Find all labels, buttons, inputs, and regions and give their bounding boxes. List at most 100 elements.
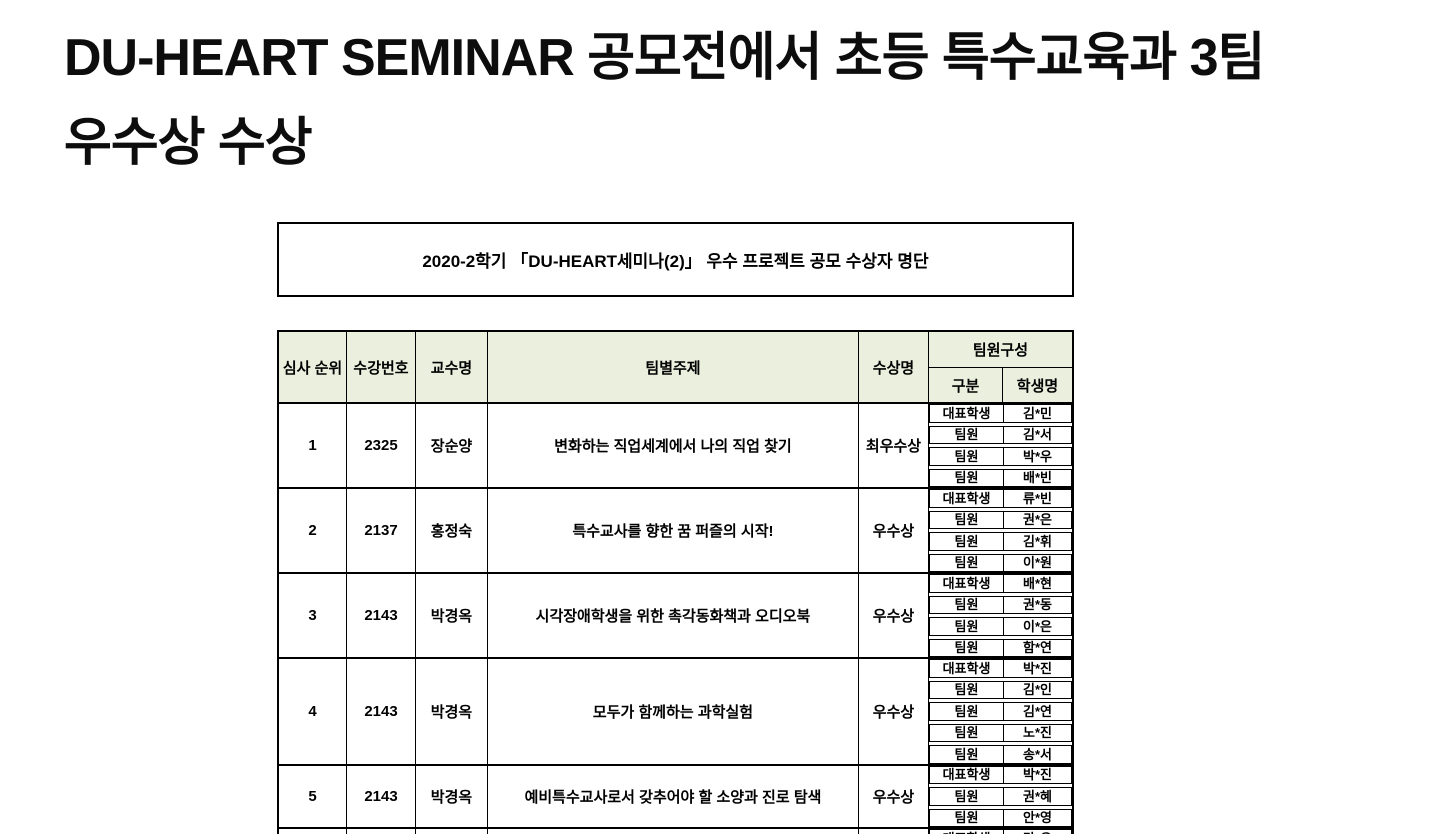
- professor-cell: 장순양: [416, 404, 488, 487]
- member-row: 대표학생 류*빈: [929, 489, 1072, 508]
- member-role-cell: 팀원: [930, 788, 1004, 805]
- member-row: 팀원 권*은: [929, 510, 1072, 529]
- member-role-cell: 대표학생: [930, 766, 1004, 783]
- course-no-cell: 2143: [347, 574, 416, 657]
- table-row: 4 2143 박경옥 모두가 함께하는 과학실험 우수상 대표학생 박*진 팀원 김*인 팀원 김*…: [279, 659, 1072, 766]
- table-row: 대표학생강*유: [279, 829, 1072, 834]
- table-row: 3 2143 박경옥 시각장애학생을 위한 촉각동화책과 오디오북 우수상 대표학생 배*현…: [279, 574, 1072, 659]
- header-member-name: 학생명: [1016, 377, 1059, 395]
- header-award: 수상명: [859, 332, 929, 402]
- member-name-cell: 권*혜: [1023, 788, 1052, 804]
- member-row: 팀원 노*진: [929, 723, 1072, 742]
- table-caption: 2020-2학기 「DU-HEART세미나(2)」 우수 프로젝트 공모 수상자…: [422, 252, 929, 271]
- topic-cell: 특수교사를 향한 꿈 퍼즐의 시작!: [488, 489, 859, 572]
- course-no-cell: 2325: [347, 404, 416, 487]
- professor-cell: 박경옥: [416, 659, 488, 764]
- member-row: 팀원 송*서: [929, 745, 1072, 764]
- member-name-cell: 강*유: [1004, 830, 1071, 834]
- member-row: 대표학생 배*현: [929, 574, 1072, 593]
- member-row: 팀원 김*휘: [929, 532, 1072, 551]
- member-row: 팀원 배*빈: [929, 468, 1072, 487]
- professor-cell: [416, 829, 488, 834]
- member-role-cell: 팀원: [930, 681, 1004, 698]
- course-no-cell: [347, 829, 416, 834]
- header-rank: 심사 순위: [279, 332, 347, 402]
- rank-cell: 1: [279, 404, 347, 487]
- member-row: 팀원 권*혜: [929, 787, 1072, 806]
- member-name-cell: 안*영: [1023, 810, 1052, 826]
- member-role-cell: 팀원: [930, 511, 1004, 528]
- member-role-cell: 대표학생: [930, 490, 1004, 507]
- member-role-cell: 팀원: [930, 703, 1004, 720]
- member-role-cell: 팀원: [930, 533, 1004, 550]
- table-body: 1 2325 장순양 변화하는 직업세계에서 나의 직업 찾기 최우수상 대표학생 김*민 팀…: [279, 404, 1072, 834]
- course-no-cell: 2137: [347, 489, 416, 572]
- member-name-cell: 권*동: [1023, 597, 1052, 613]
- topic-cell: 시각장애학생을 위한 촉각동화책과 오디오북: [488, 574, 859, 657]
- page-title-line2: 우수상 수상: [64, 114, 313, 172]
- member-name-cell: 김*연: [1023, 703, 1052, 719]
- member-name-cell: 이*원: [1023, 555, 1052, 571]
- page-title: DU-HEART SEMINAR 공모전에서 초등 특수교육과 3팀 우수상 수…: [64, 16, 1265, 186]
- member-name-cell: 박*진: [1023, 767, 1052, 783]
- professor-cell: 박경옥: [416, 574, 488, 657]
- rank-cell: [279, 829, 347, 834]
- professor-cell: 박경옥: [416, 765, 488, 827]
- member-role-cell: 대표학생: [930, 830, 1004, 834]
- member-row: 팀원 이*은: [929, 617, 1072, 636]
- member-role-cell: 팀원: [930, 639, 1004, 656]
- member-role-cell: 대표학생: [930, 575, 1004, 592]
- member-row: 팀원 박*우: [929, 447, 1072, 466]
- member-role-cell: 대표학생: [930, 405, 1004, 422]
- team-members: 대표학생 박*진 팀원 김*인 팀원 김*연 팀원 노*진 팀원 송*서: [929, 659, 1072, 764]
- member-name-cell: 류*빈: [1023, 490, 1052, 506]
- header-team-subrow: 구분 학생명: [929, 368, 1072, 402]
- header-member-role: 구분: [929, 368, 1003, 402]
- member-name-cell: 함*연: [1023, 640, 1052, 656]
- member-name-cell: 이*은: [1023, 618, 1052, 634]
- header-professor: 교수명: [416, 332, 488, 402]
- award-cell: 우수상: [859, 489, 929, 572]
- award-cell: 우수상: [859, 574, 929, 657]
- member-name-cell: 노*진: [1023, 725, 1052, 741]
- topic-cell: 예비특수교사로서 갖추어야 할 소양과 진로 탐색: [488, 765, 859, 827]
- table-caption-box: 2020-2학기 「DU-HEART세미나(2)」 우수 프로젝트 공모 수상자…: [277, 222, 1074, 297]
- table-header-row: 심사 순위 수강번호 교수명 팀별주제 수상명 팀원구성 구분 학생명: [279, 332, 1072, 404]
- header-team-group: 팀원구성 구분 학생명: [929, 332, 1072, 402]
- member-role-cell: 대표학생: [930, 660, 1004, 677]
- member-row: 대표학생 김*민: [929, 404, 1072, 423]
- member-name-cell: 김*휘: [1023, 533, 1052, 549]
- team-members: 대표학생 김*민 팀원 김*서 팀원 박*우 팀원 배*빈: [929, 404, 1072, 487]
- rank-cell: 4: [279, 659, 347, 764]
- award-winners-table: 심사 순위 수강번호 교수명 팀별주제 수상명 팀원구성 구분 학생명 1 232…: [277, 330, 1074, 834]
- member-name-cell: 권*은: [1023, 512, 1052, 528]
- member-row: 팀원 이*원: [929, 553, 1072, 572]
- member-role-cell: 팀원: [930, 426, 1004, 443]
- member-role-cell: 팀원: [930, 469, 1004, 486]
- member-name-cell: 김*인: [1023, 682, 1052, 698]
- table-row: 2 2137 홍정숙 특수교사를 향한 꿈 퍼즐의 시작! 우수상 대표학생 류*빈 팀원 권*…: [279, 489, 1072, 574]
- rank-cell: 3: [279, 574, 347, 657]
- page-title-line1: DU-HEART SEMINAR 공모전에서 초등 특수교육과 3팀: [64, 29, 1265, 87]
- member-role-cell: 팀원: [930, 554, 1004, 571]
- member-row: 팀원 김*서: [929, 425, 1072, 444]
- member-role-cell: 팀원: [930, 618, 1004, 635]
- header-course-no: 수강번호: [347, 332, 416, 402]
- rank-cell: 2: [279, 489, 347, 572]
- member-name-cell: 배*빈: [1023, 470, 1052, 486]
- team-members: 대표학생강*유: [929, 829, 1072, 834]
- table-row: 1 2325 장순양 변화하는 직업세계에서 나의 직업 찾기 최우수상 대표학생 김*민 팀…: [279, 404, 1072, 489]
- member-name-cell: 송*서: [1023, 746, 1052, 762]
- member-row: 팀원 권*동: [929, 595, 1072, 614]
- member-role-cell: 팀원: [930, 724, 1004, 741]
- member-row: 대표학생 박*진: [929, 765, 1072, 784]
- member-name-cell: 배*현: [1023, 575, 1052, 591]
- header-topic: 팀별주제: [488, 332, 859, 402]
- member-row: 대표학생 박*진: [929, 659, 1072, 678]
- member-role-cell: 팀원: [930, 596, 1004, 613]
- table-row: 5 2143 박경옥 예비특수교사로서 갖추어야 할 소양과 진로 탐색 우수상 대표학생…: [279, 765, 1072, 829]
- topic-cell: [488, 829, 859, 834]
- member-role-cell: 팀원: [930, 448, 1004, 465]
- member-row: 팀원 김*연: [929, 702, 1072, 721]
